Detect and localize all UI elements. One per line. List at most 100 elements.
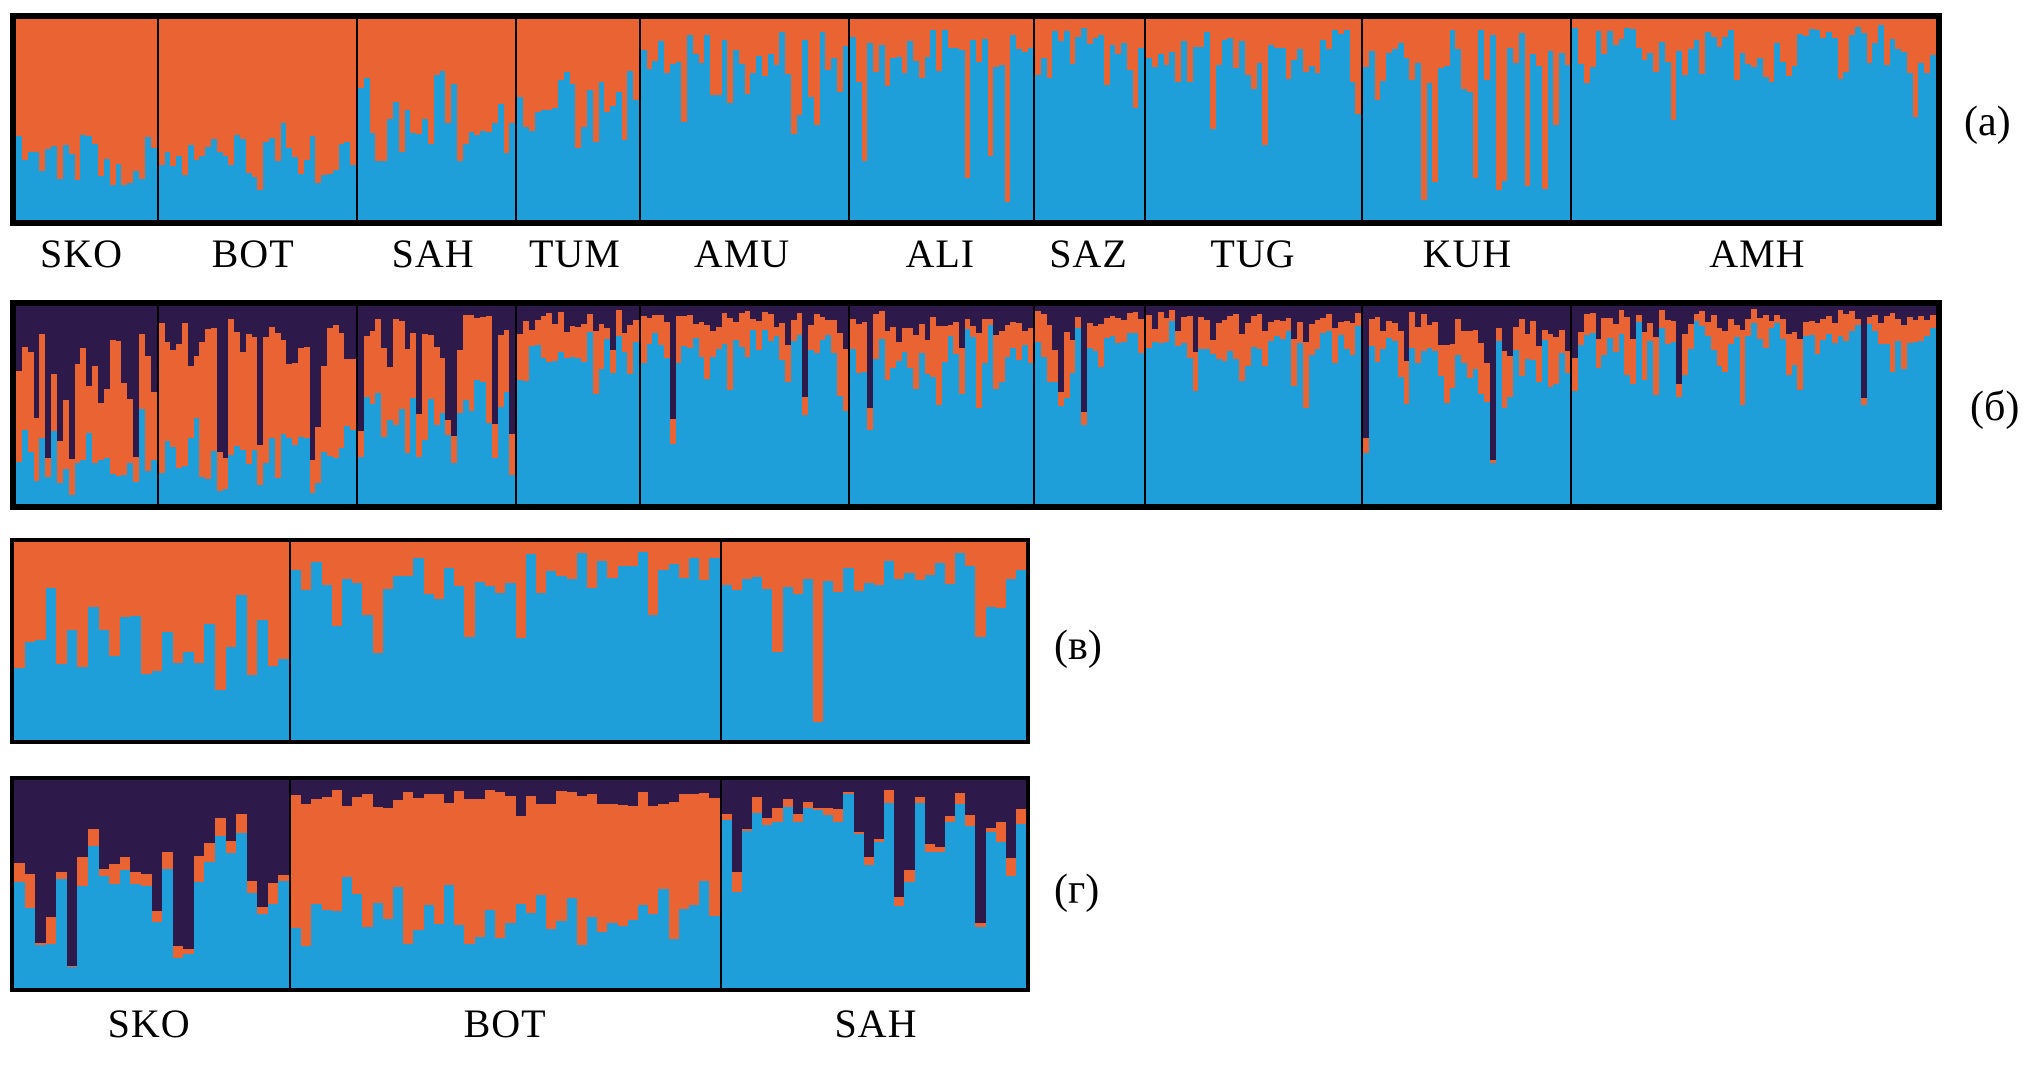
individual-bar: [1797, 19, 1804, 220]
individual-bar: [721, 19, 728, 220]
blue-ancestry-segment: [372, 653, 383, 740]
orange-ancestry-segment: [1883, 19, 1890, 65]
orange-ancestry-segment: [873, 838, 885, 842]
orange-ancestry-segment: [819, 19, 826, 33]
blue-ancestry-segment: [1699, 73, 1706, 220]
orange-ancestry-segment: [796, 312, 803, 336]
blue-ancestry-segment: [733, 49, 739, 220]
orange-ancestry-segment: [88, 828, 99, 846]
orange-ancestry-segment: [66, 542, 78, 631]
blue-ancestry-segment: [534, 344, 541, 504]
individual-bar: [1355, 19, 1362, 220]
blue-ancestry-segment: [658, 569, 669, 740]
orange-ancestry-segment: [1768, 19, 1775, 83]
orange-ancestry-segment: [913, 19, 919, 62]
individual-bar: [727, 19, 734, 220]
individual-bar: [1314, 306, 1321, 504]
blue-ancestry-segment: [74, 462, 81, 504]
orange-ancestry-segment: [878, 19, 885, 46]
orange-ancestry-segment: [762, 19, 768, 77]
purple-ancestry-segment: [993, 306, 999, 336]
blue-ancestry-segment: [468, 410, 475, 504]
blue-ancestry-segment: [1693, 40, 1700, 220]
individual-bar: [552, 19, 558, 220]
blue-ancestry-segment: [332, 458, 339, 504]
individual-bar: [139, 306, 145, 504]
purple-ancestry-segment: [1098, 306, 1104, 324]
individual-bar: [1872, 19, 1879, 220]
individual-bar: [433, 780, 445, 988]
blue-ancestry-segment: [1374, 362, 1381, 504]
orange-ancestry-segment: [1092, 19, 1099, 38]
orange-ancestry-segment: [586, 314, 593, 333]
blue-ancestry-segment: [1541, 339, 1548, 504]
individual-bar: [45, 19, 52, 220]
blue-ancestry-segment: [802, 579, 813, 740]
blue-ancestry-segment: [970, 336, 977, 504]
blue-ancestry-segment: [372, 902, 383, 988]
blue-ancestry-segment: [1647, 341, 1654, 504]
individual-bar: [1244, 19, 1251, 220]
purple-ancestry-segment: [280, 306, 287, 341]
individual-bar: [362, 780, 373, 988]
purple-ancestry-segment: [1391, 306, 1398, 323]
orange-ancestry-segment: [445, 19, 452, 123]
blue-ancestry-segment: [403, 575, 414, 740]
purple-ancestry-segment: [1086, 306, 1093, 324]
blue-ancestry-segment: [515, 638, 526, 740]
orange-ancestry-segment: [772, 808, 783, 822]
blue-ancestry-segment: [151, 671, 163, 740]
orange-ancestry-segment: [985, 542, 996, 607]
orange-ancestry-segment: [1021, 19, 1028, 52]
individual-bar: [433, 19, 440, 220]
individual-bar: [1403, 306, 1410, 504]
orange-ancestry-segment: [286, 364, 293, 438]
individual-bar: [1052, 19, 1059, 220]
blue-ancestry-segment: [1699, 325, 1706, 504]
purple-ancestry-segment: [523, 306, 529, 322]
blue-ancestry-segment: [704, 378, 711, 504]
orange-ancestry-segment: [1256, 19, 1263, 63]
orange-ancestry-segment: [121, 19, 128, 185]
individual-bar: [1121, 306, 1127, 504]
orange-ancestry-segment: [267, 542, 279, 667]
purple-ancestry-segment: [225, 780, 237, 841]
blue-ancestry-segment: [627, 565, 638, 740]
individual-bar: [762, 780, 773, 988]
orange-ancestry-segment: [1438, 19, 1444, 68]
orange-ancestry-segment: [907, 328, 914, 369]
individual-bar: [752, 780, 763, 988]
blue-ancestry-segment: [556, 920, 567, 988]
individual-bar: [427, 19, 434, 220]
orange-ancestry-segment: [413, 798, 424, 930]
purple-ancestry-segment: [1314, 306, 1321, 320]
individual-bar: [77, 780, 89, 988]
orange-ancestry-segment: [1332, 19, 1338, 30]
purple-ancestry-segment: [1005, 780, 1017, 859]
individual-bar: [945, 780, 956, 988]
orange-ancestry-segment: [144, 355, 151, 471]
orange-ancestry-segment: [987, 319, 994, 326]
purple-ancestry-segment: [955, 780, 966, 794]
orange-ancestry-segment: [914, 542, 925, 580]
orange-ancestry-segment: [792, 813, 803, 823]
blue-ancestry-segment: [894, 906, 905, 988]
orange-ancestry-segment: [1403, 361, 1410, 404]
individual-bar: [1635, 19, 1642, 220]
blue-ancestry-segment: [1210, 353, 1216, 504]
blue-ancestry-segment: [16, 461, 22, 504]
orange-ancestry-segment: [1268, 19, 1274, 46]
individual-bar: [1069, 306, 1076, 504]
purple-ancestry-segment: [1687, 306, 1694, 324]
purple-ancestry-segment: [451, 306, 457, 436]
orange-ancestry-segment: [953, 321, 959, 355]
blue-ancestry-segment: [615, 336, 622, 504]
individual-bar: [1115, 306, 1122, 504]
individual-bar: [924, 780, 935, 988]
individual-bar: [792, 542, 803, 740]
purple-ancestry-segment: [1578, 306, 1585, 332]
blue-ancestry-segment: [733, 339, 739, 504]
blue-ancestry-segment: [222, 156, 229, 220]
individual-bar: [1432, 306, 1439, 504]
individual-bar: [1530, 19, 1537, 220]
